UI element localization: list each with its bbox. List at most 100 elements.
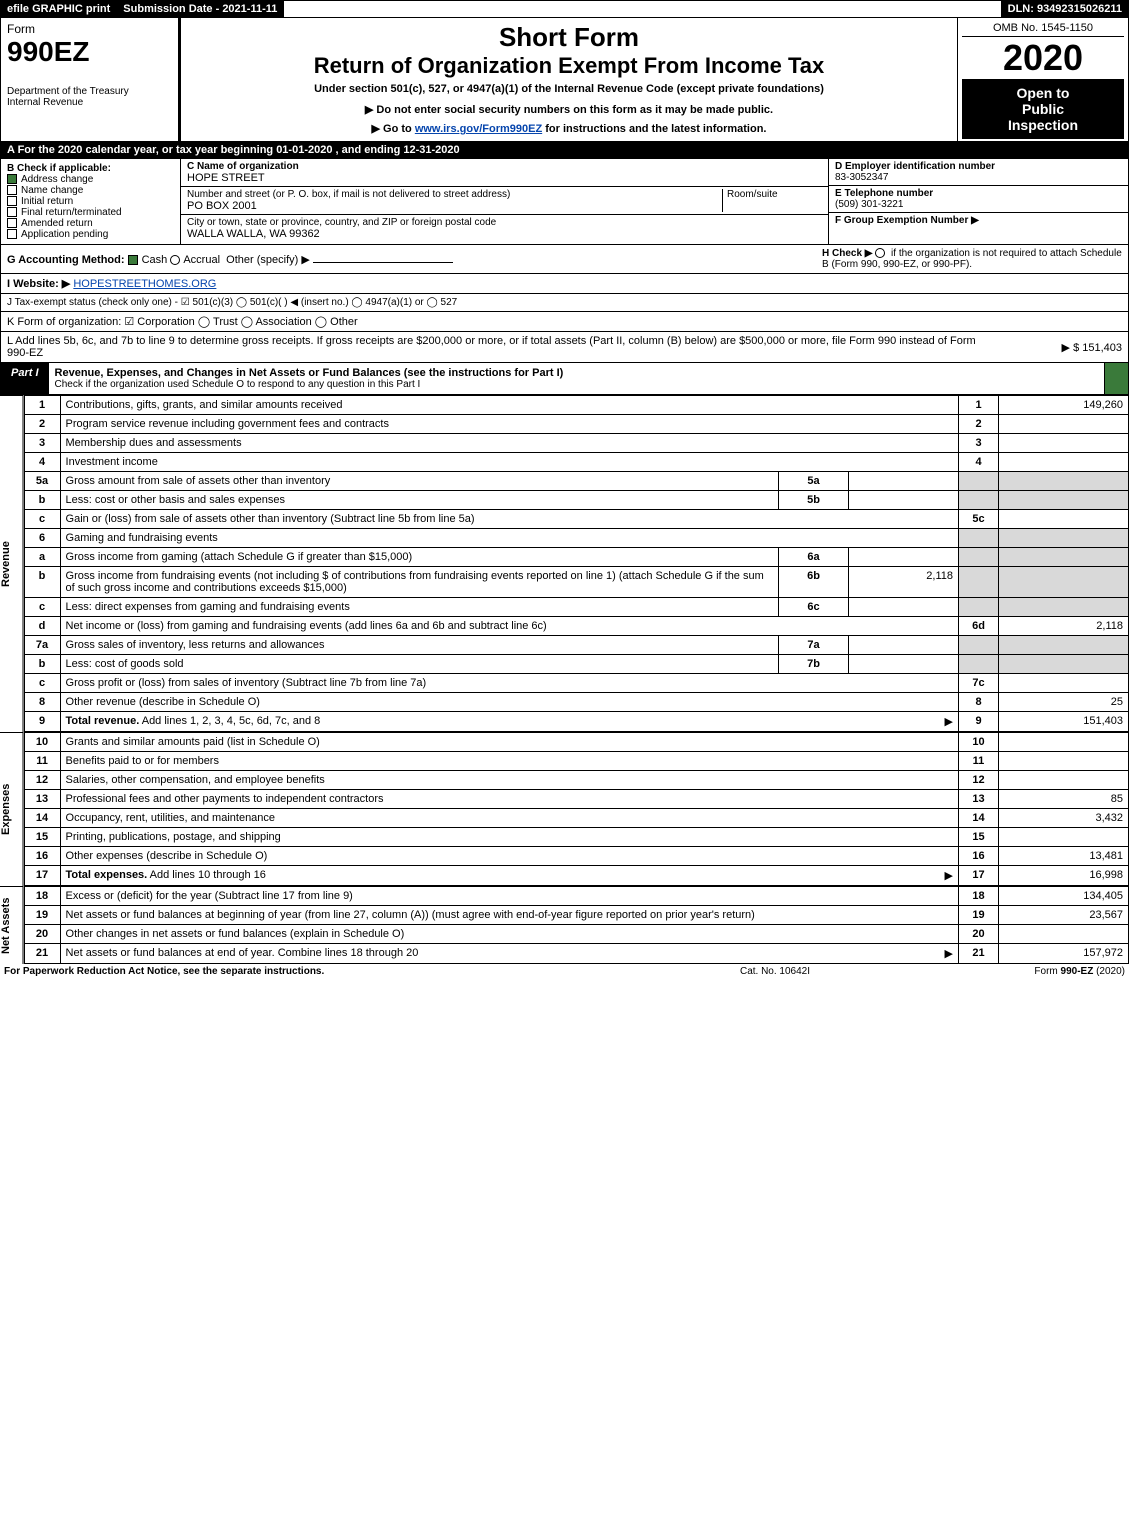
- expenses-section: Expenses 10Grants and similar amounts pa…: [0, 732, 1129, 886]
- footer-right: Form 990-EZ (2020): [925, 966, 1125, 977]
- ein-value: 83-3052347: [835, 172, 1122, 183]
- ref-shade: [959, 491, 999, 510]
- mid-amount: [849, 598, 959, 617]
- line-amount: [999, 733, 1129, 752]
- addr-value: PO BOX 2001: [187, 200, 722, 212]
- table-row: 8Other revenue (describe in Schedule O)8…: [24, 693, 1128, 712]
- phone-value: (509) 301-3221: [835, 199, 1122, 210]
- box-b-checkbox[interactable]: [7, 207, 17, 217]
- goto-line: ▶ Go to www.irs.gov/Form990EZ for instru…: [187, 122, 951, 135]
- table-row: 11Benefits paid to or for members11: [24, 752, 1128, 771]
- line-desc: Gross income from gaming (attach Schedul…: [60, 548, 778, 567]
- table-row: 10Grants and similar amounts paid (list …: [24, 733, 1128, 752]
- mid-ref: 6c: [779, 598, 849, 617]
- line-number: b: [24, 655, 60, 674]
- city-label: City or town, state or province, country…: [187, 217, 822, 228]
- ref-shade: [959, 598, 999, 617]
- table-row: 6Gaming and fundraising events: [24, 529, 1128, 548]
- line-number: 16: [24, 847, 60, 866]
- table-row: 2Program service revenue including gover…: [24, 415, 1128, 434]
- line-ref: 14: [959, 809, 999, 828]
- line-number: 3: [24, 434, 60, 453]
- mid-amount: [849, 472, 959, 491]
- line-desc: Net income or (loss) from gaming and fun…: [60, 617, 958, 636]
- box-b-checkbox[interactable]: [7, 185, 17, 195]
- cash-label: Cash: [142, 254, 168, 266]
- line-desc: Net assets or fund balances at beginning…: [60, 906, 958, 925]
- line-desc: Other revenue (describe in Schedule O): [60, 693, 958, 712]
- cash-checkbox[interactable]: [128, 255, 138, 265]
- department: Department of the Treasury: [7, 86, 172, 97]
- accrual-radio[interactable]: [170, 255, 180, 265]
- line-desc: Gain or (loss) from sale of assets other…: [60, 510, 958, 529]
- netassets-table: 18Excess or (deficit) for the year (Subt…: [24, 886, 1129, 964]
- box-b: B Check if applicable: Address changeNam…: [1, 159, 181, 244]
- line-desc: Program service revenue including govern…: [60, 415, 958, 434]
- line-desc: Benefits paid to or for members: [60, 752, 958, 771]
- box-c: C Name of organization HOPE STREET Numbe…: [181, 159, 828, 244]
- line-desc: Less: direct expenses from gaming and fu…: [60, 598, 778, 617]
- box-b-checkbox[interactable]: [7, 218, 17, 228]
- h-checkbox[interactable]: [875, 248, 885, 258]
- line-number: 4: [24, 453, 60, 472]
- dln: DLN: 93492315026211: [1002, 1, 1128, 17]
- open-line2: Public: [966, 101, 1120, 117]
- line-amount: 13,481: [999, 847, 1129, 866]
- line-amount: 2,118: [999, 617, 1129, 636]
- line-amount: 151,403: [999, 712, 1129, 732]
- line-desc: Gaming and fundraising events: [60, 529, 958, 548]
- revenue-table: 1Contributions, gifts, grants, and simil…: [24, 395, 1129, 732]
- form-label: Form: [7, 22, 172, 36]
- line-desc: Net assets or fund balances at end of ye…: [60, 944, 958, 964]
- line-amount: [999, 828, 1129, 847]
- table-row: 17Total expenses. Add lines 10 through 1…: [24, 866, 1128, 886]
- e-label: E Telephone number: [835, 188, 1122, 199]
- line-desc: Membership dues and assessments: [60, 434, 958, 453]
- line-number: 18: [24, 887, 60, 906]
- efile-graphic-print[interactable]: efile GRAPHIC print: [1, 1, 117, 17]
- line-l-text: L Add lines 5b, 6c, and 7b to line 9 to …: [7, 335, 992, 359]
- website-link[interactable]: HOPESTREETHOMES.ORG: [73, 278, 216, 290]
- line-desc: Gross income from fundraising events (no…: [60, 567, 778, 598]
- mid-ref: 7b: [779, 655, 849, 674]
- line-desc: Total revenue. Add lines 1, 2, 3, 4, 5c,…: [60, 712, 958, 732]
- line-number: 6: [24, 529, 60, 548]
- line-number: 12: [24, 771, 60, 790]
- line-number: a: [24, 548, 60, 567]
- line-number: 14: [24, 809, 60, 828]
- line-ref: 16: [959, 847, 999, 866]
- table-row: bGross income from fundraising events (n…: [24, 567, 1128, 598]
- footer-left: For Paperwork Reduction Act Notice, see …: [4, 966, 625, 977]
- addr-label: Number and street (or P. O. box, if mail…: [187, 189, 722, 200]
- line-desc: Gross amount from sale of assets other t…: [60, 472, 778, 491]
- netassets-vlabel: Net Assets: [0, 886, 24, 964]
- amt-shade: [999, 598, 1129, 617]
- amt-shade: [999, 472, 1129, 491]
- line-amount: [999, 752, 1129, 771]
- table-row: 20Other changes in net assets or fund ba…: [24, 925, 1128, 944]
- box-b-checkbox[interactable]: [7, 196, 17, 206]
- line-ref: 11: [959, 752, 999, 771]
- line-number: 19: [24, 906, 60, 925]
- line-number: 5a: [24, 472, 60, 491]
- line-number: c: [24, 674, 60, 693]
- box-b-label: Initial return: [21, 196, 73, 207]
- box-b-checkbox[interactable]: [7, 174, 17, 184]
- line-ref: 8: [959, 693, 999, 712]
- part1-checkbox[interactable]: [1104, 363, 1128, 394]
- line-ref: 13: [959, 790, 999, 809]
- table-row: bLess: cost of goods sold7b: [24, 655, 1128, 674]
- right-column: D Employer identification number 83-3052…: [828, 159, 1128, 244]
- ref-shade: [959, 567, 999, 598]
- goto-link[interactable]: www.irs.gov/Form990EZ: [415, 123, 542, 135]
- line-desc: Less: cost of goods sold: [60, 655, 778, 674]
- line-desc: Occupancy, rent, utilities, and maintena…: [60, 809, 958, 828]
- line-ref: 12: [959, 771, 999, 790]
- amt-shade: [999, 491, 1129, 510]
- ref-shade: [959, 548, 999, 567]
- revenue-vlabel: Revenue: [0, 395, 24, 732]
- box-b-checkbox[interactable]: [7, 229, 17, 239]
- footer-center: Cat. No. 10642I: [625, 966, 925, 977]
- line-number: 20: [24, 925, 60, 944]
- table-row: 13Professional fees and other payments t…: [24, 790, 1128, 809]
